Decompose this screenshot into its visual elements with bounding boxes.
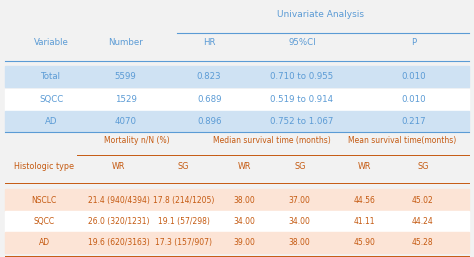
- Text: 95%CI: 95%CI: [288, 38, 316, 47]
- Text: 0.896: 0.896: [197, 117, 221, 126]
- Text: HR: HR: [203, 38, 215, 47]
- Text: Median survival time (months): Median survival time (months): [213, 136, 331, 145]
- Text: 19.6 (620/3163): 19.6 (620/3163): [88, 238, 149, 247]
- Text: Number: Number: [108, 38, 143, 47]
- Text: 19.1 (57/298): 19.1 (57/298): [158, 217, 210, 226]
- Text: 17.3 (157/907): 17.3 (157/907): [155, 238, 212, 247]
- Bar: [5, 211, 469, 232]
- Text: SG: SG: [178, 162, 189, 171]
- Bar: [5, 89, 469, 110]
- Text: 0.710 to 0.955: 0.710 to 0.955: [270, 72, 334, 81]
- Text: 5599: 5599: [115, 72, 137, 81]
- Bar: [5, 232, 469, 253]
- Text: AD: AD: [45, 117, 57, 126]
- Text: Variable: Variable: [34, 38, 69, 47]
- Text: 0.752 to 1.067: 0.752 to 1.067: [270, 117, 334, 126]
- Text: WR: WR: [237, 162, 251, 171]
- Text: 41.11: 41.11: [354, 217, 375, 226]
- Text: 44.56: 44.56: [354, 196, 376, 205]
- Bar: [5, 66, 469, 87]
- Text: P: P: [411, 38, 416, 47]
- Text: 38.00: 38.00: [289, 238, 310, 247]
- Text: WR: WR: [358, 162, 372, 171]
- Text: 39.00: 39.00: [233, 238, 255, 247]
- Text: 0.519 to 0.914: 0.519 to 0.914: [271, 95, 334, 104]
- Bar: [5, 111, 469, 131]
- Bar: [5, 189, 469, 211]
- Text: 1529: 1529: [115, 95, 137, 104]
- Text: 45.28: 45.28: [412, 238, 434, 247]
- Text: SQCC: SQCC: [39, 95, 64, 104]
- Text: 0.010: 0.010: [401, 95, 426, 104]
- Text: 34.00: 34.00: [233, 217, 255, 226]
- Text: 17.8 (214/1205): 17.8 (214/1205): [153, 196, 214, 205]
- Text: Histologic type: Histologic type: [14, 162, 74, 171]
- Text: 21.4 (940/4394): 21.4 (940/4394): [88, 196, 149, 205]
- Text: 26.0 (320/1231): 26.0 (320/1231): [88, 217, 149, 226]
- Text: SQCC: SQCC: [34, 217, 55, 226]
- Text: 0.010: 0.010: [401, 72, 426, 81]
- Text: Mean survival time(months): Mean survival time(months): [348, 136, 456, 145]
- Text: SG: SG: [294, 162, 305, 171]
- Text: NSCLC: NSCLC: [32, 196, 57, 205]
- Text: Univariate Analysis: Univariate Analysis: [277, 10, 364, 19]
- Text: 45.02: 45.02: [412, 196, 434, 205]
- Text: 0.689: 0.689: [197, 95, 221, 104]
- Text: 0.823: 0.823: [197, 72, 221, 81]
- Text: WR: WR: [112, 162, 125, 171]
- Text: Total: Total: [41, 72, 61, 81]
- Text: 34.00: 34.00: [289, 217, 310, 226]
- Text: Mortality n/N (%): Mortality n/N (%): [104, 136, 170, 145]
- Text: 0.217: 0.217: [401, 117, 426, 126]
- Text: 4070: 4070: [115, 117, 137, 126]
- Text: 37.00: 37.00: [289, 196, 310, 205]
- Text: 44.24: 44.24: [412, 217, 434, 226]
- Text: 45.90: 45.90: [354, 238, 376, 247]
- Text: SG: SG: [417, 162, 428, 171]
- Text: AD: AD: [39, 238, 50, 247]
- Text: 38.00: 38.00: [233, 196, 255, 205]
